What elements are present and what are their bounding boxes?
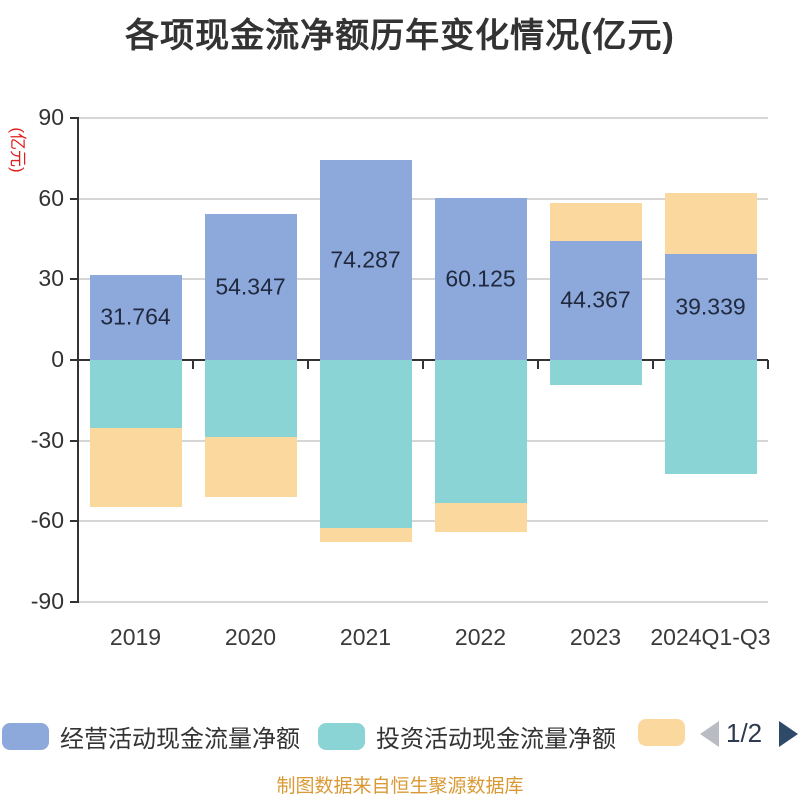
- gridline: [78, 520, 768, 523]
- gridline: [78, 197, 768, 200]
- bar-segment-third[interactable]: [319, 528, 412, 542]
- footer-credit: 制图数据来自恒生聚源数据库: [276, 776, 524, 797]
- bar-value-label: 44.367: [560, 286, 631, 313]
- y-axis-tick: [70, 439, 78, 442]
- bar-segment-third[interactable]: [89, 427, 182, 507]
- y-tick-label: 60: [38, 184, 64, 211]
- legend-swatch-operating: [2, 723, 49, 750]
- legend-pager-next-icon[interactable]: [779, 721, 798, 747]
- bar-segment-third[interactable]: [664, 192, 757, 255]
- bar-segment-investing[interactable]: [434, 360, 527, 504]
- y-axis-tick: [70, 359, 78, 361]
- x-tick-label: 2024Q1-Q3: [650, 624, 771, 650]
- bar-segment-third[interactable]: [434, 503, 527, 532]
- bar-segment-operating[interactable]: [549, 240, 642, 360]
- legend-swatch-investing: [318, 723, 365, 750]
- bar-segment-investing[interactable]: [89, 360, 182, 428]
- gridline: [78, 601, 768, 603]
- y-axis-tick: [70, 601, 78, 603]
- y-tick-label: 0: [51, 346, 64, 372]
- bar-value-label: 31.764: [100, 303, 171, 330]
- bar-segment-investing[interactable]: [319, 360, 412, 529]
- x-tick-label: 2020: [224, 624, 277, 650]
- y-axis-line: [77, 116, 79, 603]
- legend-item-operating[interactable]: 经营活动现金流量净额: [2, 719, 300, 754]
- y-axis-tick: [70, 278, 78, 281]
- x-tick-label: 2023: [569, 624, 622, 650]
- bar-segment-third[interactable]: [549, 203, 642, 241]
- x-axis-tick: [192, 360, 194, 369]
- gridline: [78, 278, 768, 281]
- bar-segment-operating[interactable]: [204, 213, 297, 360]
- legend-label-operating: 经营活动现金流量净额: [60, 726, 300, 753]
- x-tick-label: 2021: [339, 624, 392, 650]
- y-axis-tick: [70, 116, 78, 119]
- y-axis-tick: [70, 197, 78, 200]
- bar-value-label: 39.339: [675, 293, 746, 320]
- x-axis-tick: [537, 360, 539, 369]
- legend-pager-label: 1/2: [726, 718, 763, 748]
- legend-swatch-third: [638, 719, 685, 746]
- legend-item-third[interactable]: [638, 719, 696, 746]
- bar-segment-investing[interactable]: [549, 360, 642, 385]
- bar-value-label: 60.125: [445, 265, 516, 292]
- bar-segment-operating[interactable]: [434, 198, 527, 360]
- x-tick-label: 2022: [454, 624, 507, 650]
- y-tick-label: 30: [38, 265, 64, 292]
- x-axis-tick: [307, 360, 309, 369]
- y-tick-label: -90: [30, 588, 64, 614]
- bar-segment-investing[interactable]: [204, 360, 297, 437]
- legend-label-investing: 投资活动现金流量净额: [376, 726, 616, 753]
- bar-segment-investing[interactable]: [664, 360, 757, 474]
- x-tick-label: 2019: [109, 624, 162, 650]
- x-axis-tick: [422, 360, 424, 369]
- legend: 经营活动现金流量净额 投资活动现金流量净额 1/2: [0, 718, 800, 754]
- y-axis-tick: [70, 520, 78, 523]
- y-tick-label: -30: [30, 426, 64, 453]
- bar-segment-operating[interactable]: [664, 254, 757, 360]
- gridline: [78, 116, 768, 119]
- legend-pager-prev-icon[interactable]: [700, 721, 719, 747]
- gridline: [78, 439, 768, 442]
- bar-value-label: 54.347: [215, 273, 286, 300]
- x-axis-tick: [767, 360, 769, 369]
- y-tick-label: 90: [38, 103, 64, 130]
- bar-value-label: 74.287: [330, 246, 401, 273]
- bar-segment-operating[interactable]: [319, 160, 412, 360]
- page-title: 各项现金流净额历年变化情况(亿元): [125, 17, 675, 55]
- x-axis-tick: [652, 360, 654, 369]
- x-axis-tick: [77, 360, 79, 369]
- y-tick-label: -60: [30, 507, 64, 534]
- bar-segment-third[interactable]: [204, 436, 297, 497]
- legend-item-investing[interactable]: 投资活动现金流量净额: [318, 719, 616, 754]
- bar-segment-operating[interactable]: [89, 274, 182, 360]
